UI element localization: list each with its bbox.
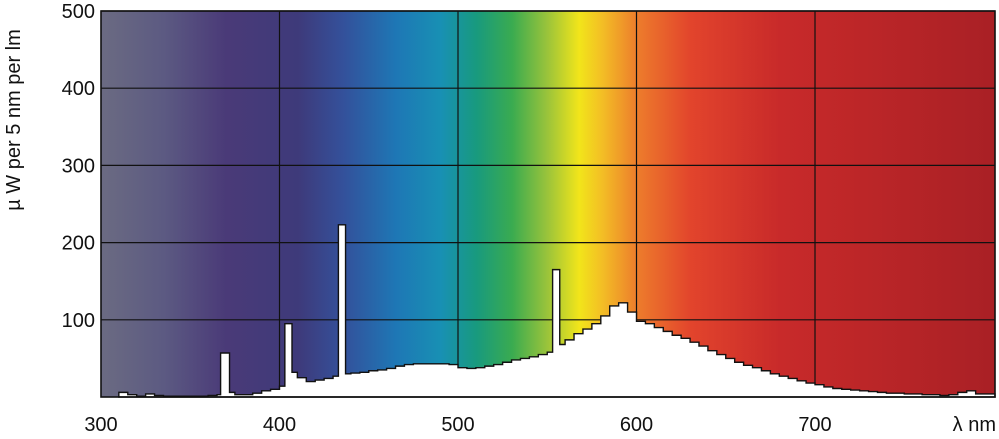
x-tick-label: 500: [441, 414, 474, 436]
x-tick-labels: 300 400 500 600 700: [84, 414, 831, 436]
y-tick-label: 100: [62, 310, 95, 332]
y-axis-label: µ W per 5 nm per lm: [3, 29, 25, 211]
x-axis-label: λ nm: [953, 414, 996, 436]
x-tick-label: 600: [620, 414, 653, 436]
y-tick-label: 400: [62, 78, 95, 100]
x-tick-label: 300: [84, 414, 117, 436]
spectrum-background: [101, 11, 995, 397]
x-tick-label: 400: [263, 414, 296, 436]
spectrum-fill: [101, 11, 995, 397]
y-tick-label: 200: [62, 233, 95, 255]
spectral-distribution-area: [118, 224, 996, 398]
plot-frame: [100, 10, 996, 398]
y-tick-label: 500: [62, 1, 95, 23]
y-tick-labels: 100 200 300 400 500: [62, 1, 95, 332]
x-tick-label: 700: [798, 414, 831, 436]
y-tick-label: 300: [62, 155, 95, 177]
spectral-area-path: [118, 224, 996, 398]
plot-border: [100, 10, 996, 398]
